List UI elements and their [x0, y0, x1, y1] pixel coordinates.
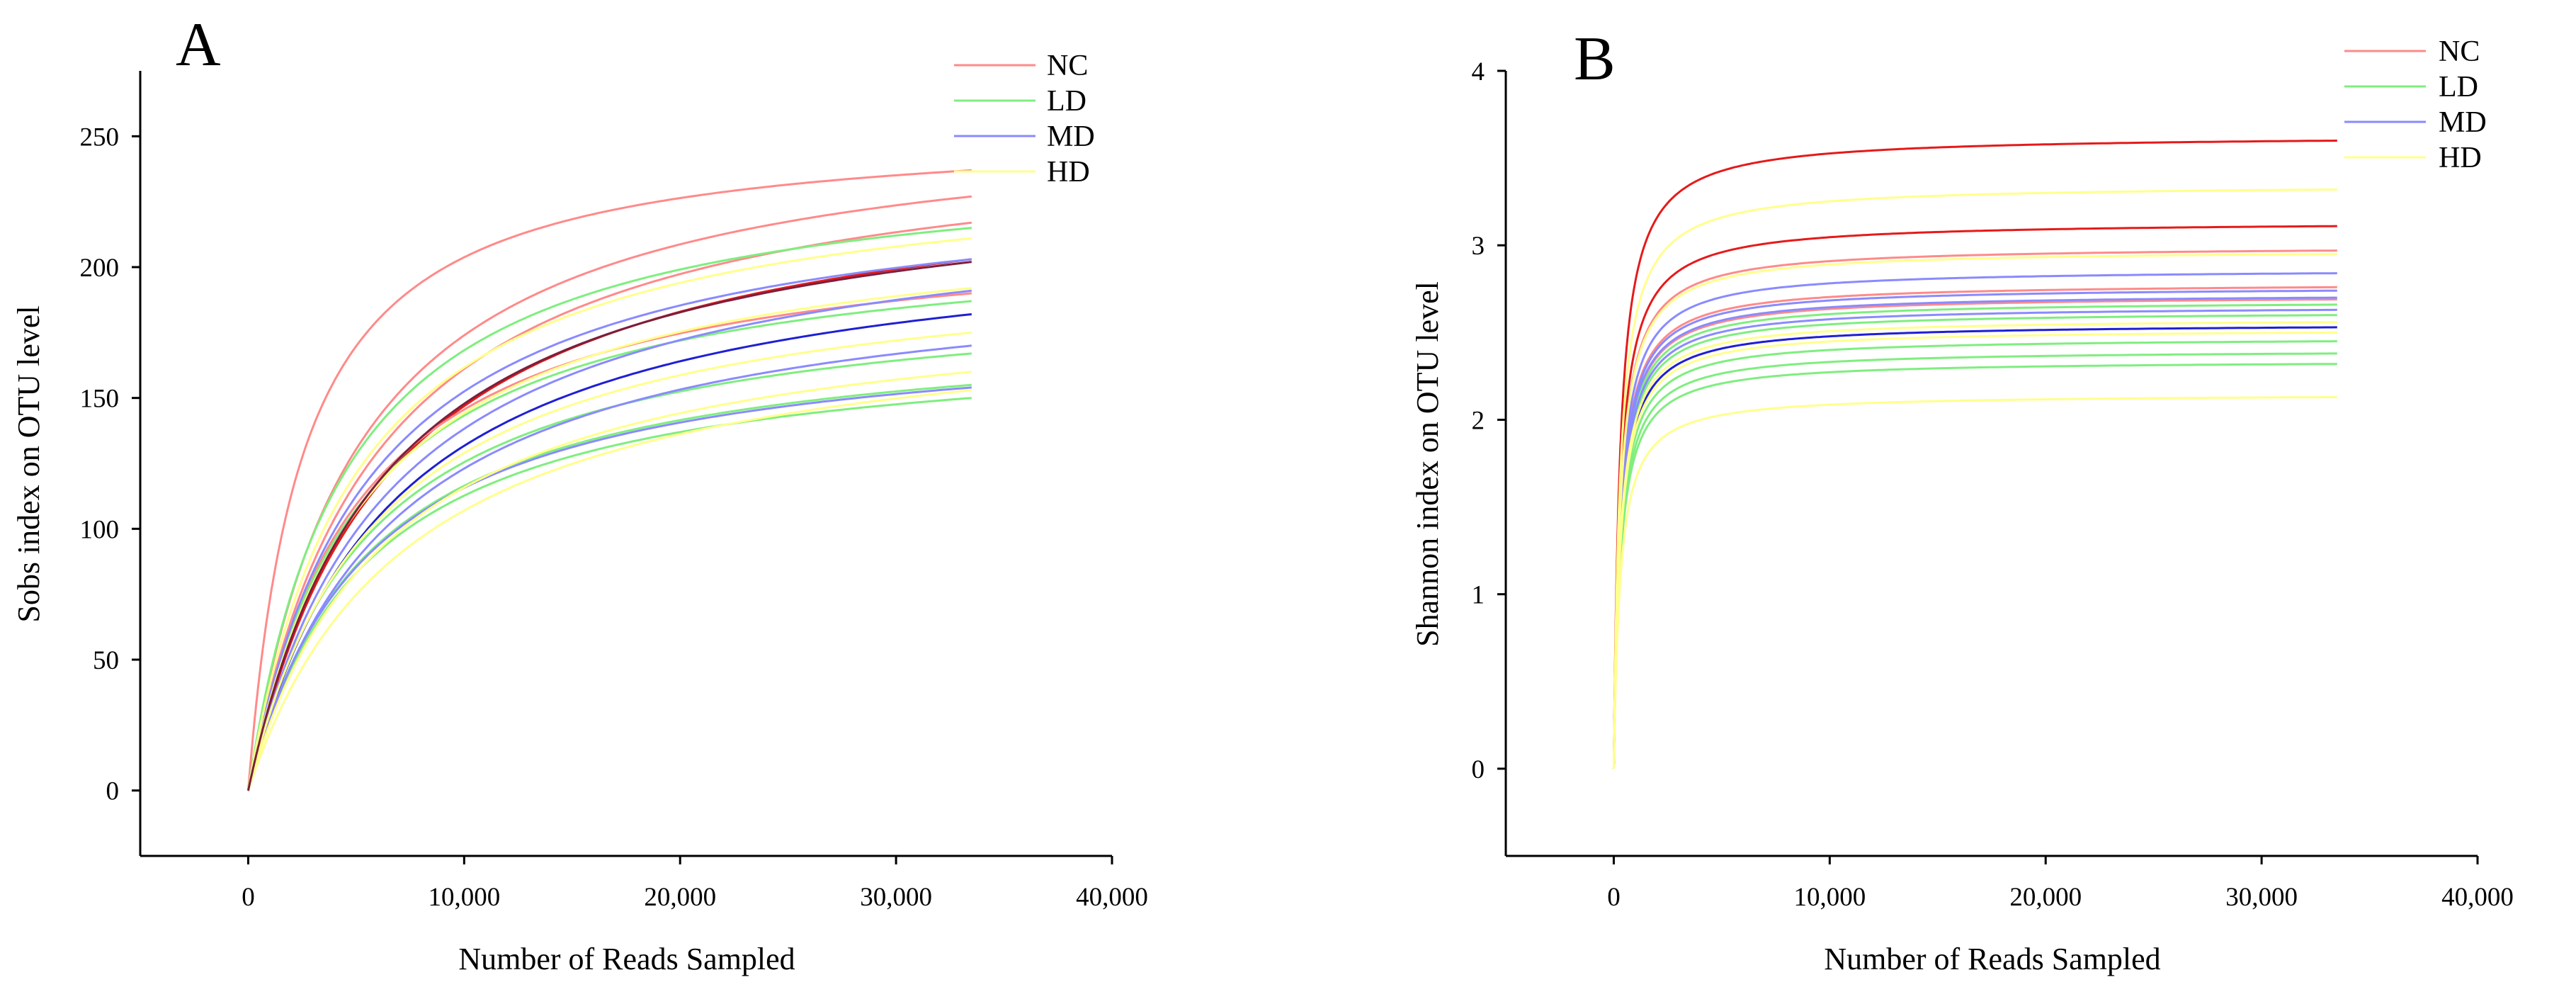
x-tick-label: 0 — [1607, 883, 1621, 912]
series-line-md-3 — [247, 313, 972, 792]
panel-a-y-ticks: 0 50 100 150 200 250 — [80, 123, 140, 806]
x-tick-label: 10,000 — [1793, 883, 1866, 912]
x-tick-label: 40,000 — [1076, 883, 1148, 912]
y-tick-label: 100 — [80, 515, 120, 544]
panel-b-letter: B — [1574, 25, 1616, 94]
series-line-hd-5 — [247, 389, 972, 792]
x-tick-label: 40,000 — [2441, 883, 2514, 912]
y-tick-label: 4 — [1472, 57, 1485, 86]
panel-b-series-lines — [1612, 140, 2337, 769]
panel-b-y-axis-title: Shannon index on OTU level — [1410, 281, 1445, 647]
panel-b-shannon-chart: B 0 1 2 3 4 0 10,000 20,000 30,000 40,000 Shanno… — [1410, 25, 2514, 976]
series-line-nc-1 — [1612, 140, 2337, 769]
panel-b-x-axis-title: Number of Reads Sampled — [1824, 942, 2160, 976]
panel-b-y-ticks: 0 1 2 3 4 — [1472, 57, 1506, 784]
series-line-md-1 — [1612, 272, 2337, 769]
series-line-hd-1 — [247, 237, 972, 792]
y-tick-label: 0 — [1472, 755, 1485, 784]
series-line-nc-3 — [247, 221, 972, 792]
series-line-hd-2 — [1612, 253, 2337, 769]
legend-label-nc: NC — [2439, 35, 2480, 68]
y-tick-label: 150 — [80, 385, 120, 414]
series-line-md-3 — [1612, 296, 2337, 769]
y-tick-label: 50 — [93, 646, 119, 675]
series-line-md-5 — [247, 386, 972, 792]
series-line-ld-5 — [1612, 363, 2337, 769]
y-tick-label: 1 — [1472, 581, 1485, 610]
panel-a-x-axis-title: Number of Reads Sampled — [458, 942, 795, 976]
series-line-ld-1 — [247, 227, 972, 792]
series-line-md-4 — [1612, 308, 2337, 769]
y-tick-label: 2 — [1472, 406, 1485, 435]
panel-a-series-lines — [246, 169, 972, 792]
x-tick-label: 20,000 — [2009, 883, 2082, 912]
y-tick-label: 200 — [80, 254, 120, 283]
series-line-nc-md-overlap — [247, 261, 972, 792]
panel-a-x-ticks: 0 10,000 20,000 30,000 40,000 — [242, 856, 1148, 912]
series-line-hd-4 — [247, 371, 972, 792]
series-line-ld-4 — [1612, 352, 2337, 769]
series-line-hd-1 — [1612, 188, 2337, 769]
series-line-hd-5 — [1612, 395, 2337, 769]
x-tick-label: 10,000 — [428, 883, 500, 912]
legend-label-md: MD — [1047, 120, 1095, 153]
series-line-hd-3 — [1612, 321, 2337, 769]
legend-label-ld: LD — [1047, 85, 1086, 118]
series-line-hd-4 — [1612, 331, 2337, 769]
y-tick-label: 3 — [1472, 232, 1485, 261]
y-tick-label: 250 — [80, 123, 120, 152]
legend-label-nc: NC — [1047, 50, 1088, 82]
legend-label-ld: LD — [2439, 71, 2478, 103]
series-line-nc-4 — [247, 258, 972, 792]
series-line-nc-2 — [1612, 225, 2337, 769]
x-tick-label: 30,000 — [2225, 883, 2298, 912]
series-line-nc-1 — [246, 169, 972, 791]
panel-b-x-ticks: 0 10,000 20,000 30,000 40,000 — [1607, 856, 2514, 912]
legend-label-md: MD — [2439, 106, 2487, 139]
x-tick-label: 30,000 — [860, 883, 932, 912]
x-tick-label: 0 — [242, 883, 255, 912]
panel-a-letter: A — [176, 11, 221, 79]
panel-a-y-axis-title: Sobs index on OTU level — [11, 305, 46, 622]
panel-a-sobs-chart: A 0 50 100 150 200 250 0 10,000 20,000 30,000 40,… — [11, 11, 1148, 976]
series-line-ld-3 — [1612, 340, 2337, 769]
series-line-md-1 — [247, 258, 972, 792]
x-tick-label: 20,000 — [644, 883, 716, 912]
y-tick-label: 0 — [106, 777, 120, 806]
series-line-nc-5 — [1612, 298, 2337, 769]
series-line-md-2 — [247, 289, 972, 792]
legend-label-hd: HD — [1047, 156, 1090, 188]
series-line-hd-3 — [247, 331, 972, 792]
series-line-md-5 — [1612, 326, 2337, 769]
series-line-nc-4 — [1612, 286, 2337, 769]
legend-label-hd: HD — [2439, 142, 2482, 174]
series-line-md-2 — [1612, 289, 2337, 769]
